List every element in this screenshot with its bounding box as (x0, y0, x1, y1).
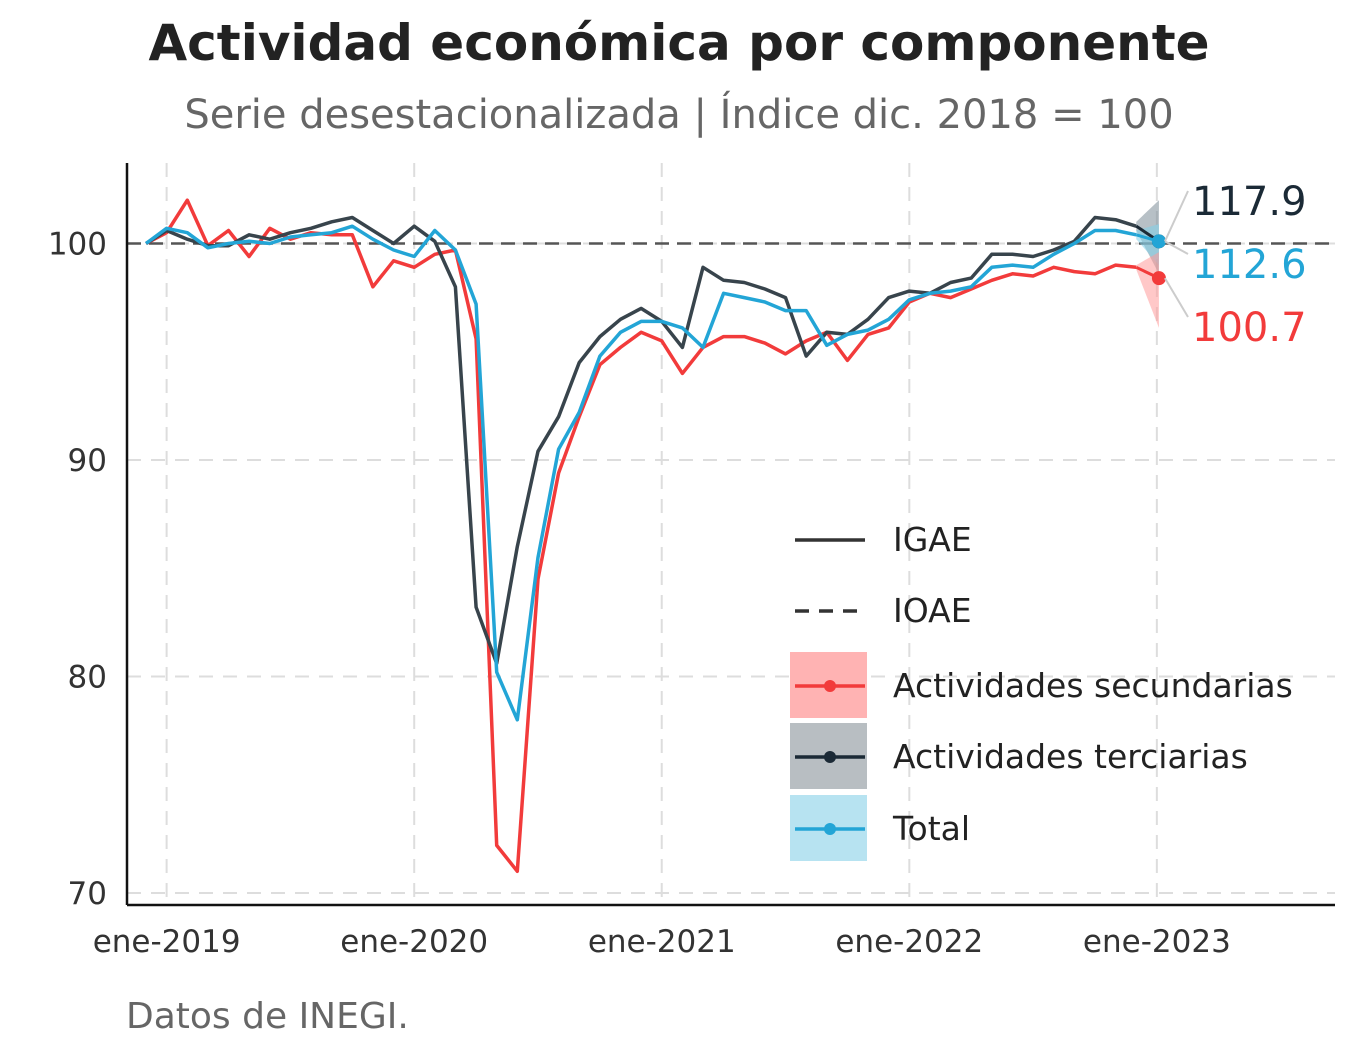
legend-label: IGAE (893, 520, 972, 559)
legend-label: Total (892, 809, 970, 848)
legend-item: Actividades secundarias (790, 652, 1293, 718)
legend: IGAE IOAE Actividades secundarias Actividad… (790, 520, 1293, 861)
x-tick-label: ene-2023 (1083, 924, 1231, 960)
y-tick-label: 100 (48, 227, 107, 263)
annotation-leader (1164, 190, 1189, 242)
legend-point-swatch (824, 680, 836, 692)
legend-item: IOAE (795, 591, 972, 630)
y-tick-label: 90 (68, 443, 107, 479)
x-tick-label: ene-2022 (835, 924, 983, 960)
legend-point-swatch (824, 751, 836, 763)
legend-point-swatch (824, 823, 836, 835)
forecast-band (1136, 252, 1159, 328)
forecast-point (1151, 234, 1166, 249)
series-line (145, 198, 1137, 874)
x-tick-label: ene-2020 (340, 924, 488, 960)
chart-caption: Datos de INEGI. (126, 996, 409, 1037)
legend-label: IOAE (893, 591, 972, 630)
legend-label: Actividades terciarias (893, 737, 1248, 776)
y-tick-label: 80 (68, 660, 107, 696)
x-tick-label: ene-2021 (588, 924, 736, 960)
chart-subtitle: Serie desestacionalizada | Índice dic. 2… (184, 92, 1174, 138)
y-tick-label: 70 (68, 876, 107, 912)
legend-label: Actividades secundarias (893, 666, 1293, 705)
annotation-label: 112.6 (1192, 242, 1307, 288)
legend-item: Total (790, 795, 970, 861)
forecast-band (1136, 224, 1159, 266)
series-line (144, 224, 1137, 722)
legend-item: IGAE (795, 520, 972, 559)
annotation-label: 100.7 (1192, 305, 1307, 351)
annotation-leader (1164, 240, 1189, 255)
x-tick-label: ene-2019 (93, 924, 241, 960)
annotation-leader (1164, 277, 1189, 318)
chart-title: Actividad económica por componente (148, 14, 1210, 72)
series-line (145, 215, 1137, 666)
legend-item: Actividades terciarias (790, 723, 1248, 789)
annotation-label: 117.9 (1192, 179, 1307, 225)
forecast-point (1151, 271, 1166, 286)
